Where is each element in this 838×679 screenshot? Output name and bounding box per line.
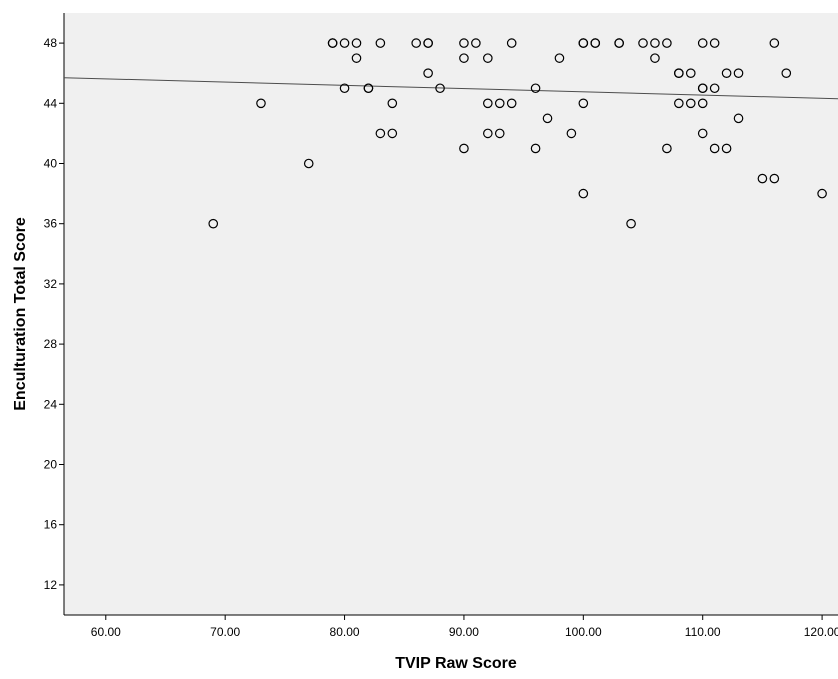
y-tick-label: 24: [44, 397, 58, 411]
y-tick-label: 16: [44, 518, 58, 532]
y-tick-label: 28: [44, 337, 58, 351]
y-tick-label: 40: [44, 157, 58, 171]
x-tick-label: 110.00: [685, 625, 721, 639]
x-tick-label: 100.00: [565, 625, 602, 639]
x-tick-label: 80.00: [330, 625, 360, 639]
y-tick-label: 32: [44, 277, 58, 291]
x-tick-label: 120.00: [804, 625, 838, 639]
y-tick-label: 44: [44, 96, 58, 110]
y-tick-label: 12: [44, 578, 58, 592]
x-tick-label: 70.00: [210, 625, 240, 639]
y-tick-label: 36: [44, 217, 58, 231]
plot-area: [64, 13, 838, 615]
x-tick-label: 90.00: [449, 625, 479, 639]
x-axis-title: TVIP Raw Score: [395, 655, 517, 672]
y-tick-label: 48: [44, 36, 58, 50]
x-tick-label: 60.00: [91, 625, 121, 639]
y-tick-label: 20: [44, 458, 58, 472]
y-axis-title: Enculturation Total Score: [12, 217, 29, 411]
